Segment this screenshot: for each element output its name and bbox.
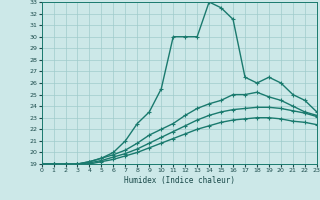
X-axis label: Humidex (Indice chaleur): Humidex (Indice chaleur) [124,176,235,185]
